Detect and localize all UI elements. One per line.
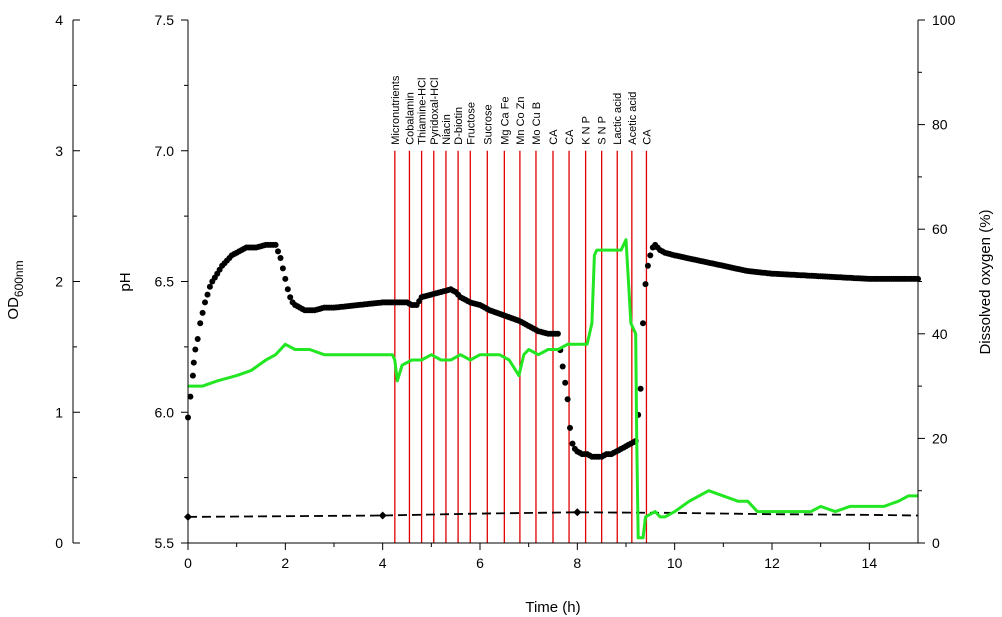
event-label: Acetic acid: [627, 92, 639, 145]
ph-point: [197, 320, 204, 327]
event-label: K N P: [581, 116, 593, 145]
event-label: Mo Cu B: [531, 102, 543, 145]
ph-tick-label: 7.0: [155, 143, 175, 159]
do-tick-label: 0: [932, 535, 940, 551]
event-label: S N P: [597, 116, 609, 145]
addition-events: Micronutrients Cobalamin Thiamine-HCl Pyrid…: [390, 75, 653, 543]
ph-point: [194, 336, 201, 342]
od-tick-label: 3: [55, 143, 63, 159]
x-tick-label: 8: [573, 555, 581, 571]
ph-tick-label: 6.0: [155, 404, 175, 420]
ph-axis-title: pH: [117, 272, 134, 291]
ph-tick-label: 5.5: [155, 535, 175, 551]
do-tick-label: 100: [932, 12, 956, 28]
od-tick-label: 2: [55, 274, 63, 290]
ph-point: [277, 255, 284, 261]
event-label: Fructose: [465, 102, 477, 145]
event-label: Micronutrients: [390, 75, 402, 145]
ph-point: [637, 385, 644, 392]
ph-point: [190, 359, 197, 366]
ph-point: [554, 330, 561, 337]
od-line: [187, 511, 919, 518]
ph-point: [206, 283, 213, 290]
ph-point: [569, 440, 576, 447]
od-marker: [378, 511, 387, 520]
do-axis-title: Dissolved oxygen (%): [977, 209, 994, 354]
event-label: Sucrose: [482, 104, 494, 144]
do-tick-label: 20: [932, 430, 948, 446]
do-tick-label: 80: [932, 117, 948, 133]
data-series: [184, 238, 921, 540]
event-label: Pyridoxal-HCl: [429, 78, 441, 145]
x-tick-label: 4: [379, 555, 387, 571]
event-label: Mg Ca Fe: [499, 96, 511, 144]
od-axis-title: OD600nm: [5, 260, 26, 319]
x-tick-label: 14: [862, 555, 878, 571]
event-label: CA: [564, 129, 576, 145]
ph-point: [192, 346, 199, 353]
ph-tick-label: 7.5: [155, 12, 175, 28]
series-ph: [185, 241, 921, 460]
ph-point: [199, 309, 206, 316]
ph-point: [284, 286, 291, 293]
x-tick-label: 12: [764, 555, 780, 571]
x-tick-label: 6: [476, 555, 484, 571]
ph-point: [644, 262, 651, 269]
ph-point: [562, 379, 569, 386]
event-label: Niacin: [441, 114, 453, 145]
ph-point: [282, 275, 289, 282]
ph-point: [567, 424, 573, 431]
ph-point: [272, 241, 279, 248]
od-tick-label: 4: [55, 12, 63, 28]
do-tick-label: 40: [932, 326, 948, 342]
event-label: CA: [641, 129, 653, 145]
do-line: [188, 238, 918, 540]
od-tick-label: 0: [55, 535, 63, 551]
do-tick-label: 60: [932, 221, 948, 237]
ph-point: [647, 252, 654, 259]
ph-tick-label: 6.5: [155, 274, 175, 290]
od-axis-title-main: OD: [5, 297, 22, 320]
ph-point: [202, 299, 208, 306]
ph-point: [275, 248, 281, 255]
ph-point: [564, 396, 571, 403]
ph-point: [187, 393, 194, 400]
series-do: [188, 238, 918, 540]
od-tick-label: 1: [55, 404, 63, 420]
event-label: CA: [548, 129, 560, 145]
ph-point: [640, 320, 646, 327]
ph-point: [189, 372, 196, 379]
event-label: Cobalamin: [404, 92, 416, 145]
x-tick-label: 0: [184, 555, 192, 571]
ph-point: [279, 265, 286, 272]
ph-point: [642, 281, 649, 288]
event-label: D-biotin: [453, 107, 465, 145]
ph-point: [287, 294, 294, 301]
event-label: Lactic acid: [612, 93, 624, 145]
event-label: Thiamine-HCl: [417, 78, 429, 145]
event-label: Mn Co Zn: [515, 96, 527, 144]
x-tick-label: 10: [667, 555, 683, 571]
od-marker: [573, 508, 582, 517]
ph-point: [204, 291, 211, 298]
ph-point: [559, 363, 566, 370]
od-axis-title-sub: 600nm: [12, 260, 26, 297]
x-tick-label: 2: [281, 555, 289, 571]
x-axis-title: Time (h): [525, 599, 580, 616]
